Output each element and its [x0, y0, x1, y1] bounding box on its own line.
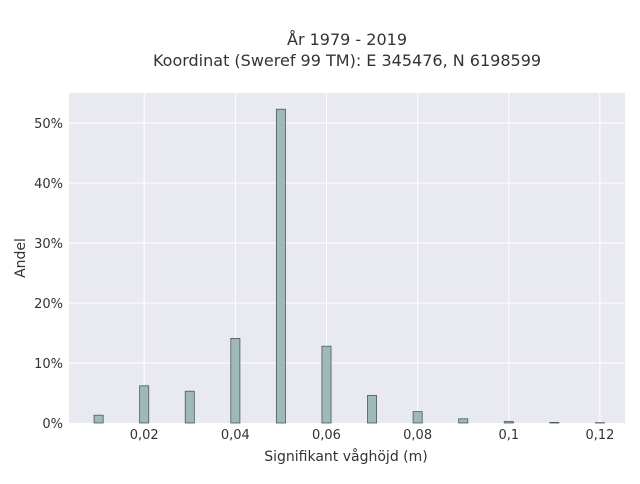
y-tick-label: 30%	[34, 237, 63, 252]
histogram-bar	[276, 109, 285, 423]
histogram-bar	[413, 412, 422, 423]
histogram-bar	[459, 419, 468, 423]
histogram-bar	[322, 346, 331, 423]
chart-title: År 1979 - 2019 Koordinat (Sweref 99 TM):…	[153, 30, 541, 70]
chart-title-line-1: År 1979 - 2019	[287, 30, 407, 49]
histogram-bar	[550, 422, 559, 423]
x-tick-label: 0,06	[312, 428, 341, 443]
y-axis-ticks: 0% 10% 20% 30% 40% 50%	[34, 117, 63, 432]
chart-title-line-2: Koordinat (Sweref 99 TM): E 345476, N 61…	[153, 51, 541, 70]
x-tick-label: 0,12	[585, 428, 614, 443]
y-tick-label: 40%	[34, 177, 63, 192]
histogram-bar	[231, 338, 240, 423]
histogram-bar	[94, 415, 103, 423]
y-tick-label: 10%	[34, 357, 63, 372]
histogram-bar	[504, 422, 513, 424]
y-axis-label: Andel	[13, 238, 29, 278]
x-tick-label: 0,02	[130, 428, 159, 443]
y-tick-label: 0%	[42, 417, 63, 432]
x-tick-label: 0,1	[498, 428, 519, 443]
x-axis-label: Signifikant våghöjd (m)	[264, 448, 427, 465]
x-tick-label: 0,04	[221, 428, 250, 443]
histogram-bar	[185, 391, 194, 423]
plot-area	[69, 93, 625, 423]
histogram-bar	[140, 386, 149, 423]
y-tick-label: 50%	[34, 117, 63, 132]
y-tick-label: 20%	[34, 297, 63, 312]
x-axis-ticks: 0,02 0,04 0,06 0,08 0,1 0,12	[130, 428, 615, 443]
x-tick-label: 0,08	[403, 428, 432, 443]
histogram-bar	[368, 395, 377, 423]
